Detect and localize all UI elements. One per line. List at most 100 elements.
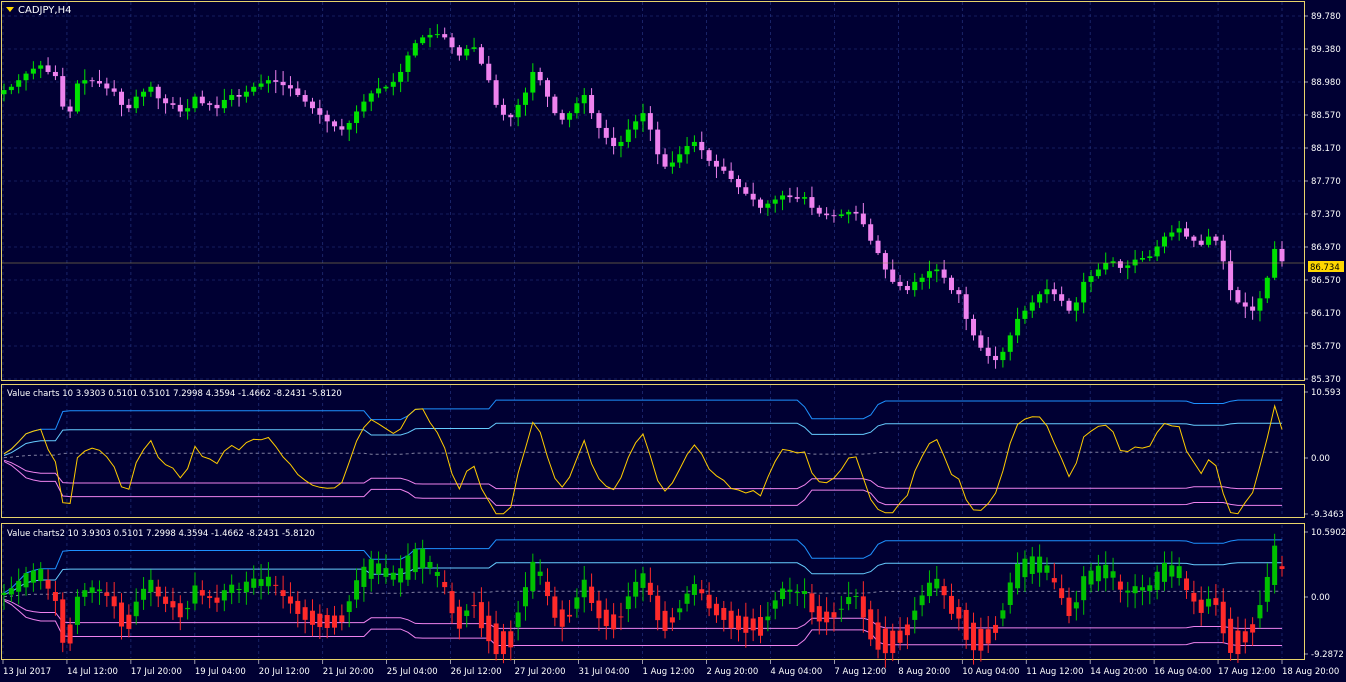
- candle-body: [743, 187, 749, 194]
- candle-body: [1198, 240, 1204, 245]
- candle-body: [221, 99, 227, 109]
- time-tick-label: 25 Jul 04:00: [387, 667, 438, 677]
- value-candle-body: [324, 615, 330, 628]
- value-candle-body: [919, 595, 925, 606]
- value-candle-body: [1257, 605, 1263, 619]
- value-candle-body: [361, 566, 367, 587]
- value-candle-body: [60, 599, 66, 643]
- value-candle-body: [456, 606, 462, 629]
- candle-body: [368, 93, 374, 102]
- candle-body: [655, 129, 661, 155]
- value-candle-body: [317, 613, 323, 628]
- value-candle-body: [1132, 586, 1138, 594]
- candle-body: [919, 277, 925, 282]
- time-tick-label: 2 Aug 20:00: [706, 667, 758, 677]
- upper-band-line: [3, 399, 1282, 455]
- value-candle-body: [735, 615, 741, 630]
- candle-body: [324, 114, 330, 122]
- candle-body: [875, 240, 881, 254]
- value-candle-body: [985, 629, 991, 644]
- time-tick-label: 17 Jul 20:00: [131, 667, 182, 677]
- candle-body: [434, 34, 440, 36]
- value-candle-body: [1169, 565, 1175, 577]
- candle-body: [1213, 236, 1219, 241]
- candle-body: [74, 83, 80, 112]
- candle-body: [838, 214, 844, 217]
- candle-body: [1206, 236, 1212, 245]
- candle-body: [427, 34, 433, 38]
- time-tick-label: 8 Aug 20:00: [898, 667, 950, 677]
- value-candle-body: [434, 571, 440, 576]
- candle-body: [596, 113, 602, 128]
- candle-body: [287, 85, 293, 89]
- candle-body: [934, 269, 940, 272]
- candle-body: [948, 277, 954, 291]
- value-candle-body: [1051, 578, 1057, 583]
- candle-body: [1147, 256, 1153, 258]
- value-candle-body: [831, 612, 837, 618]
- candle-body: [1059, 294, 1065, 301]
- value-candle-body: [1213, 598, 1219, 605]
- time-tick-label: 19 Jul 04:00: [195, 667, 246, 677]
- candle-body: [236, 95, 242, 97]
- value-candle-body: [251, 578, 257, 588]
- value-candle-body: [655, 595, 661, 621]
- value-candle-body: [838, 608, 844, 610]
- indicator2-axis: 10.5902 0.00 -9.2872: [1304, 528, 1346, 660]
- main-grid: [2, 2, 1304, 380]
- value-candle-body: [471, 605, 477, 607]
- price-tick-label: 88.570: [1311, 111, 1341, 121]
- value-candle-body: [163, 596, 169, 604]
- value-candle-body: [750, 618, 756, 631]
- value-candle-body: [346, 601, 352, 613]
- candle-body: [471, 47, 477, 49]
- value-candle-body: [74, 596, 80, 625]
- value-candle-body: [273, 584, 279, 586]
- value-candle-body: [640, 573, 646, 588]
- value-candle-body: [405, 555, 411, 580]
- candle-body: [339, 126, 345, 130]
- candle-body: [677, 154, 683, 163]
- value-candle-body: [794, 592, 800, 594]
- value-candle-body: [23, 573, 29, 588]
- candle-body: [691, 141, 697, 147]
- candle-body: [647, 113, 653, 130]
- candle-body: [1139, 258, 1145, 260]
- value-candle-body: [207, 596, 213, 598]
- price-tick-label: 85.370: [1311, 375, 1341, 385]
- candle-body: [1154, 246, 1160, 257]
- value-candle-body: [1044, 565, 1050, 573]
- value-candle-body: [236, 589, 242, 591]
- candle-body: [89, 80, 95, 82]
- candle-body: [1169, 232, 1175, 237]
- candle-body: [868, 224, 874, 241]
- candle-body: [1220, 240, 1226, 262]
- candle-body: [684, 146, 690, 155]
- value-candle-body: [16, 580, 22, 592]
- value-candle-body: [67, 624, 73, 644]
- value-candle-body: [442, 581, 448, 588]
- candle-body: [1081, 281, 1087, 303]
- value-candle-body: [1, 592, 7, 595]
- candle-body: [383, 86, 389, 89]
- candle-body: [978, 335, 984, 348]
- value-candle-body: [82, 590, 88, 597]
- candle-body: [185, 108, 191, 112]
- value-candle-body: [699, 589, 705, 594]
- candle-body: [831, 215, 837, 217]
- candle-body: [985, 347, 991, 356]
- triangle-down-icon[interactable]: [6, 7, 14, 12]
- value-candle-body: [280, 590, 286, 596]
- value-candle-body: [508, 631, 514, 648]
- value-candle-body: [574, 597, 580, 609]
- value-candle-body: [1022, 558, 1028, 578]
- candle-body: [1051, 289, 1057, 295]
- candle-body: [971, 318, 977, 336]
- candle-body: [713, 160, 719, 167]
- candle-body: [1073, 302, 1079, 311]
- value-candle-body: [339, 615, 345, 623]
- value-candle-body: [478, 602, 484, 629]
- value-candle-body: [589, 586, 595, 603]
- indicator-tick-label: 10.5902: [1311, 528, 1346, 538]
